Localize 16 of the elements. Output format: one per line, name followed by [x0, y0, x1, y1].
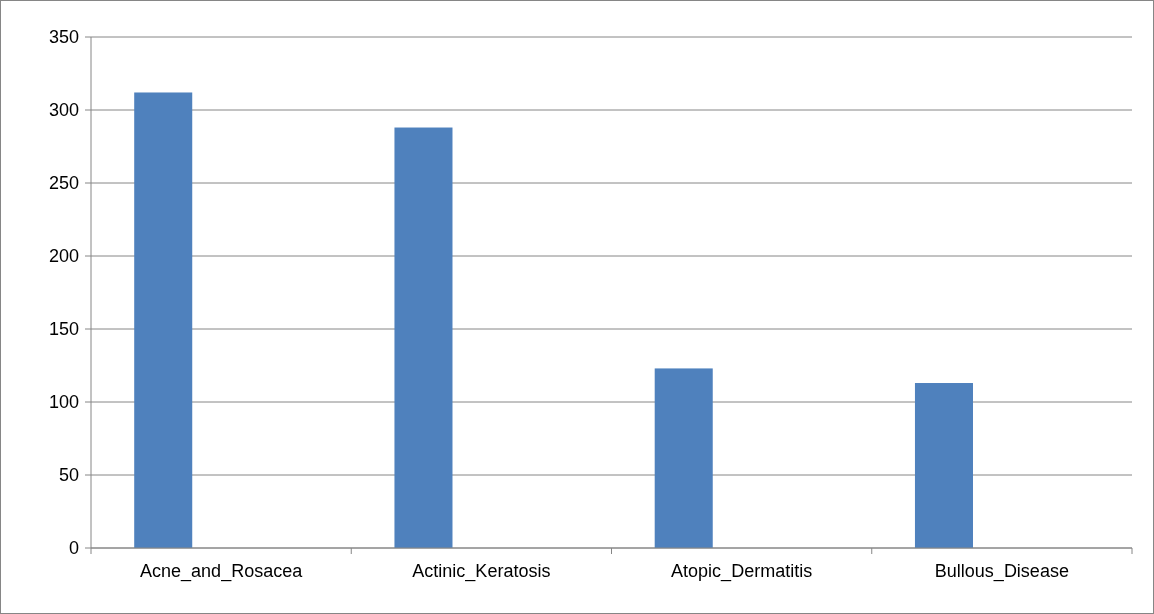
x-tick-label: Bullous_Disease: [934, 561, 1069, 582]
y-tick-label: 250: [48, 173, 79, 194]
bar: [134, 92, 193, 548]
bar: [654, 368, 713, 548]
x-tick-label: Actinic_Keratosis: [412, 561, 551, 582]
y-tick-label: 300: [48, 100, 79, 121]
y-tick-label: 200: [48, 246, 79, 267]
bar: [914, 383, 973, 548]
x-tick-label: Acne_and_Rosacea: [140, 561, 304, 582]
bar: [394, 127, 453, 548]
x-tick-label: Atopic_Dermatitis: [671, 561, 813, 582]
y-tick-label: 0: [68, 538, 79, 559]
y-tick-label: 150: [48, 319, 79, 340]
y-tick-label: 100: [48, 392, 79, 413]
y-tick-label: 50: [58, 465, 79, 486]
y-tick-label: 350: [48, 27, 79, 48]
